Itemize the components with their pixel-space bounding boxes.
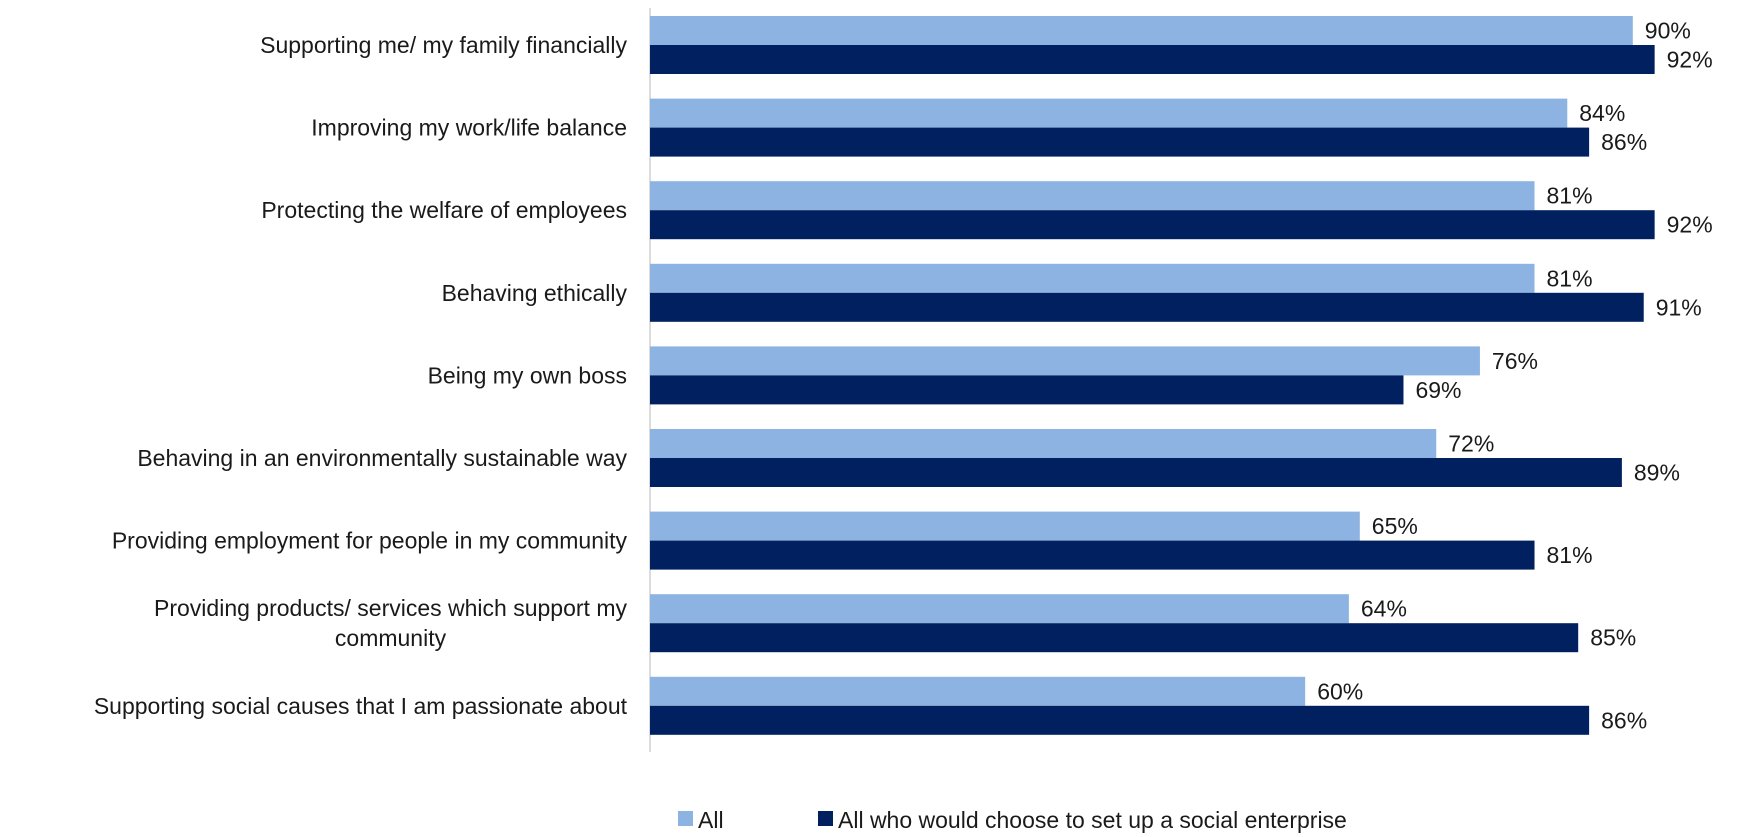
value-label-all-5: 72% xyxy=(1448,431,1494,457)
bar-social-enterprise-5 xyxy=(650,458,1622,487)
value-label-all-3: 81% xyxy=(1547,265,1593,291)
bar-all-1 xyxy=(650,98,1568,128)
bar-social-enterprise-0 xyxy=(650,45,1655,74)
category-label-6: Providing employment for people in my co… xyxy=(112,528,628,554)
category-label-line: community xyxy=(335,625,447,651)
bar-all-3 xyxy=(650,263,1535,293)
bar-all-5 xyxy=(650,429,1437,458)
value-label-social-enterprise-1: 86% xyxy=(1601,129,1647,155)
category-label-8: Supporting social causes that I am passi… xyxy=(94,693,628,719)
bar-social-enterprise-3 xyxy=(650,292,1644,322)
value-label-all-4: 76% xyxy=(1492,348,1538,374)
bar-all-0 xyxy=(650,16,1633,45)
legend-swatch-all xyxy=(678,811,693,826)
value-label-all-0: 90% xyxy=(1645,18,1691,44)
category-label-7: Providing products/ services which suppo… xyxy=(154,595,627,651)
category-label-0: Supporting me/ my family financially xyxy=(260,32,627,58)
value-labels-group: 90% 92% 84% 86% 81% 92% 81% 91% 76% 69% 72% 89% 65% 8… xyxy=(1317,18,1712,734)
bar-all-7 xyxy=(650,594,1349,624)
category-label-5: Behaving in an environmentally sustainab… xyxy=(137,445,627,471)
bar-social-enterprise-1 xyxy=(650,127,1590,157)
bar-social-enterprise-4 xyxy=(650,375,1404,405)
legend: All All who would choose to set up a soci… xyxy=(678,807,1347,833)
bar-all-4 xyxy=(650,346,1480,376)
value-label-social-enterprise-6: 81% xyxy=(1547,542,1593,568)
value-label-all-1: 84% xyxy=(1579,100,1625,126)
category-labels-group: Supporting me/ my family financially Impr… xyxy=(94,32,628,719)
value-label-social-enterprise-4: 69% xyxy=(1415,377,1461,403)
value-label-social-enterprise-0: 92% xyxy=(1667,47,1713,73)
category-label-2: Protecting the welfare of employees xyxy=(261,197,627,223)
bar-all-6 xyxy=(650,511,1360,541)
value-label-social-enterprise-2: 92% xyxy=(1667,212,1713,238)
value-label-all-2: 81% xyxy=(1547,183,1593,209)
bar-social-enterprise-6 xyxy=(650,540,1535,570)
category-label-3: Behaving ethically xyxy=(442,280,628,306)
bar-social-enterprise-8 xyxy=(650,705,1590,735)
value-label-social-enterprise-5: 89% xyxy=(1634,460,1680,486)
legend-swatch-social-enterprise xyxy=(818,811,833,826)
value-label-social-enterprise-8: 86% xyxy=(1601,707,1647,733)
legend-label-social-enterprise: All who would choose to set up a social … xyxy=(838,807,1347,833)
bar-social-enterprise-7 xyxy=(650,623,1579,653)
value-label-all-8: 60% xyxy=(1317,678,1363,704)
value-label-all-6: 65% xyxy=(1372,513,1418,539)
bar-all-8 xyxy=(650,676,1306,706)
category-label-line: Providing products/ services which suppo… xyxy=(154,595,627,621)
value-label-all-7: 64% xyxy=(1361,596,1407,622)
bars-group xyxy=(650,16,1655,735)
value-label-social-enterprise-7: 85% xyxy=(1590,625,1636,651)
bar-social-enterprise-2 xyxy=(650,210,1655,240)
bar-all-2 xyxy=(650,181,1535,211)
legend-label-all: All xyxy=(698,807,724,833)
category-label-1: Improving my work/life balance xyxy=(311,115,627,141)
value-label-social-enterprise-3: 91% xyxy=(1656,294,1702,320)
category-label-4: Being my own boss xyxy=(428,362,627,388)
